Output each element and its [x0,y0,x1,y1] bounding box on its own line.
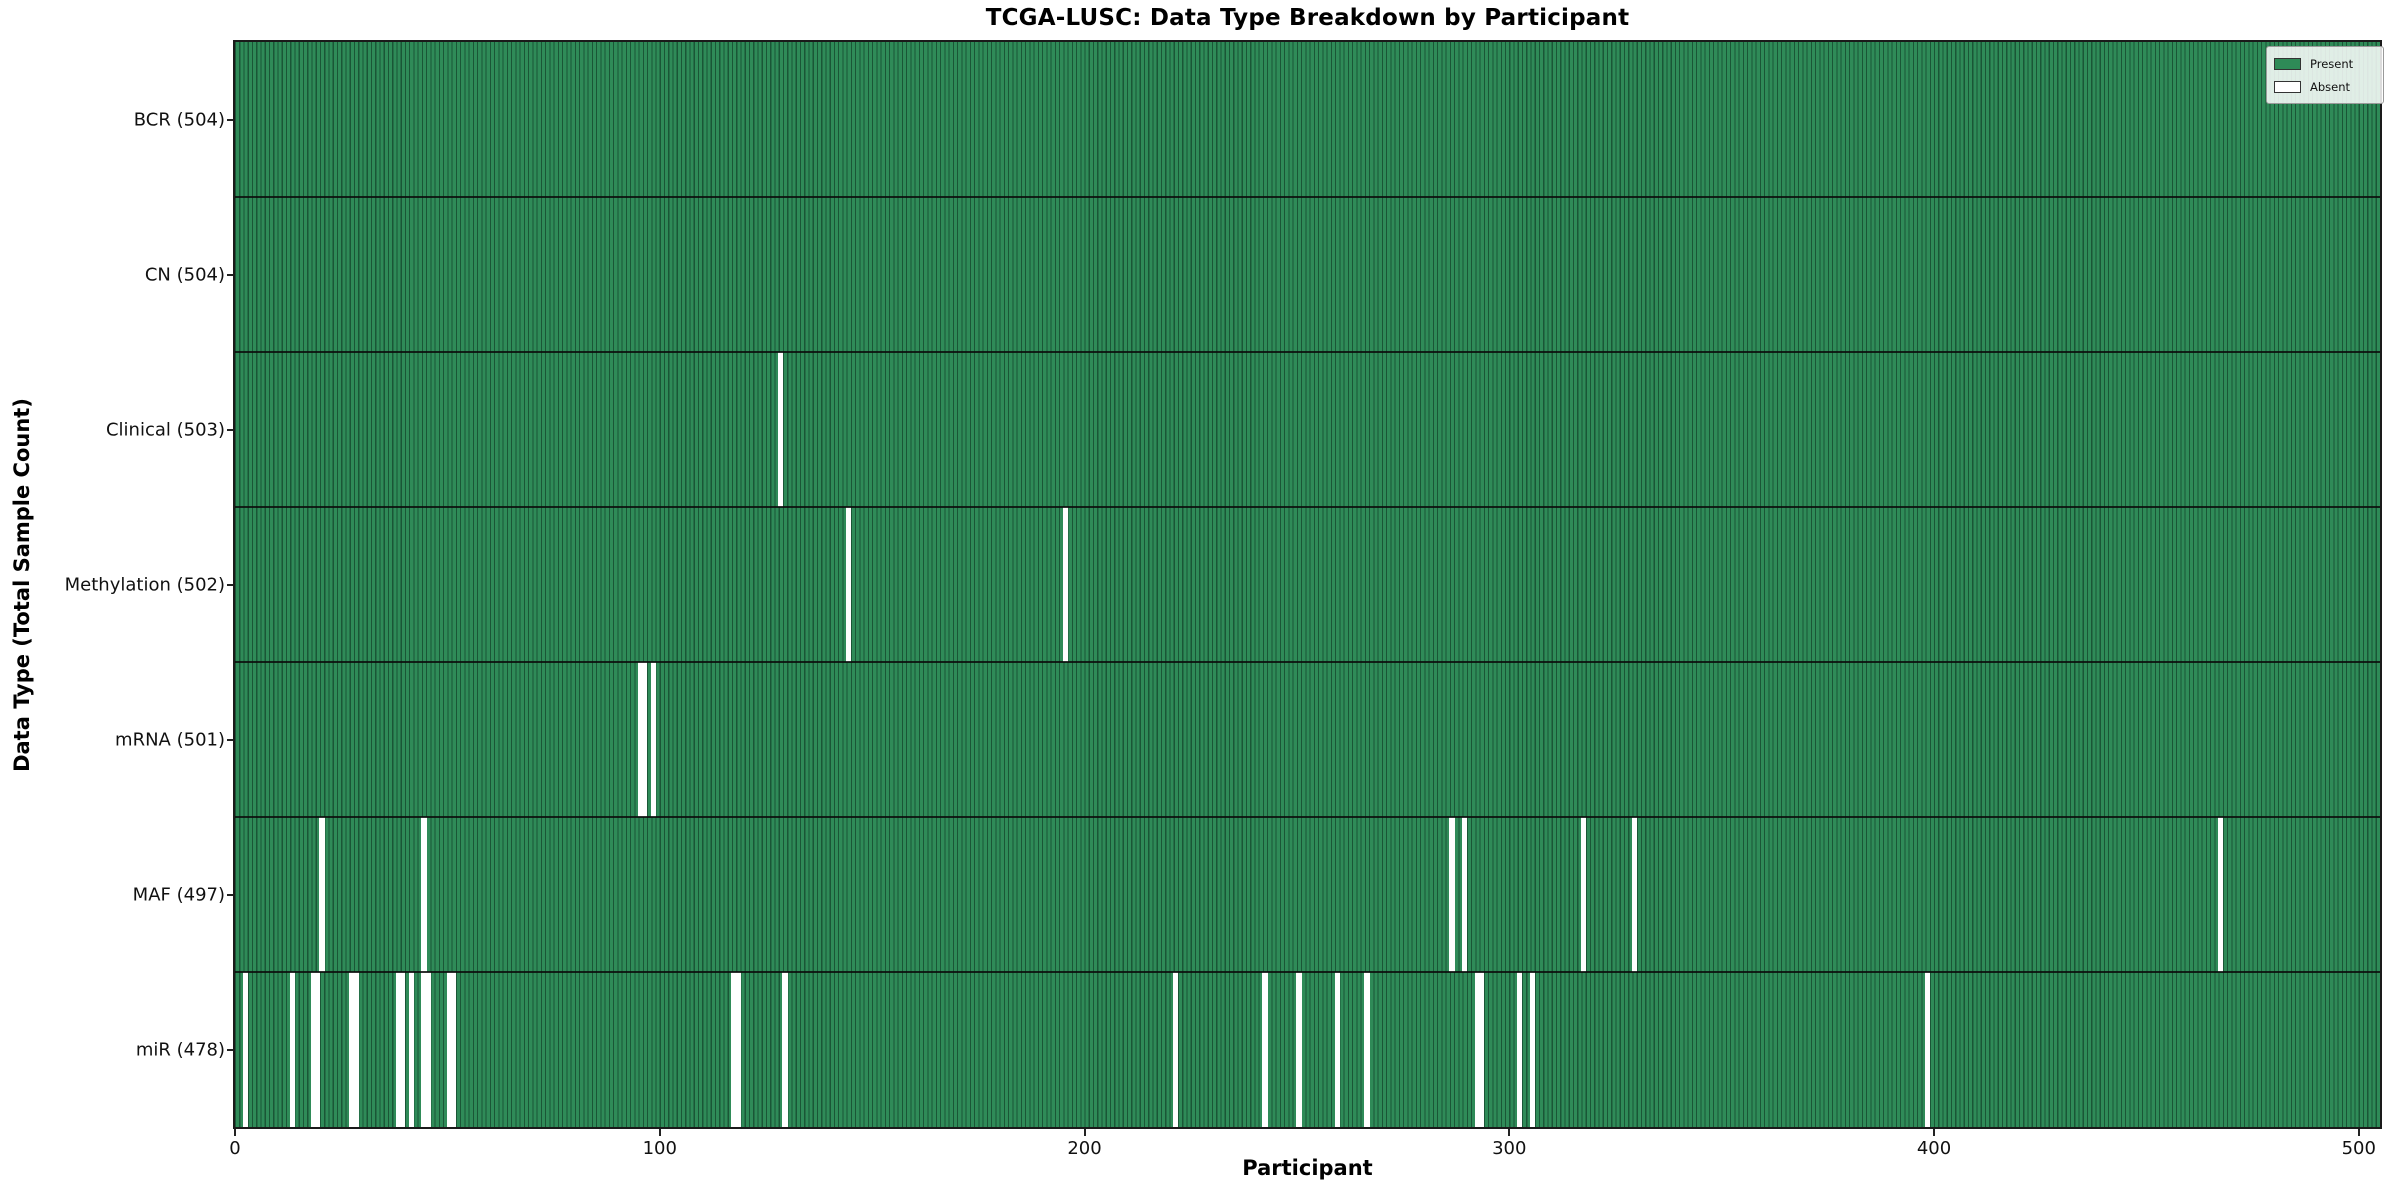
x-tick-label: 0 [229,1138,241,1159]
absent-gap [1364,972,1370,1127]
y-tick-label: MAF (497) [132,884,225,905]
absent-gap [446,972,453,1127]
y-tick-label: BCR (504) [133,109,225,130]
absent-gap [2218,817,2224,972]
row-separator [235,506,2380,508]
absent-gap [731,972,737,1127]
absent-gap [1580,817,1587,972]
y-axis-tick [227,273,235,276]
absent-gap [451,972,457,1127]
y-tick-label: mRNA (501) [115,729,225,750]
y-axis-tick [227,428,235,431]
legend-label: Present [2310,56,2354,71]
legend-entry-present: Present [2274,52,2376,75]
y-axis-tick [227,118,235,121]
absent-gap [242,972,249,1127]
absent-gap [421,972,427,1127]
datatype-row-mir [235,972,2380,1127]
legend-swatch-absent [2274,80,2301,93]
row-separator [235,351,2380,353]
row-separator [235,816,2380,818]
y-axis-tick [227,738,235,741]
y-axis-tick [227,893,235,896]
x-tick-label: 200 [1067,1138,1102,1159]
absent-gap [1173,972,1179,1127]
plot-area [235,42,2380,1127]
absent-gap [395,972,402,1127]
absent-gap [408,972,414,1127]
absent-gap [1296,972,1302,1127]
absent-gap [1925,972,1931,1127]
absent-gap [1529,972,1536,1127]
absent-gap [778,352,784,507]
x-axis-tick [658,1128,661,1136]
absent-gap [421,817,427,972]
chart-title: TCGA-LUSC: Data Type Breakdown by Partic… [985,5,1630,31]
row-separator [235,196,2380,198]
absent-gap [1262,972,1268,1127]
x-tick-label: 400 [1916,1138,1952,1159]
absent-gap [642,662,648,817]
absent-gap [1474,972,1480,1127]
datatype-row-bcr [235,42,2380,197]
absent-gap [1449,817,1455,972]
y-axis-tick [227,583,235,586]
x-axis-tick [1933,1128,1935,1136]
absent-gap [846,507,852,662]
row-separator [235,661,2380,663]
datatype-row-clinical [235,352,2380,507]
x-tick-label: 300 [1492,1138,1527,1159]
absent-gap [315,972,321,1127]
x-axis-tick [2357,1128,2360,1136]
y-tick-label: miR (478) [135,1039,225,1060]
row-separator [235,971,2380,973]
legend: Present Absent [2266,46,2384,104]
datatype-row-maf [235,817,2380,972]
absent-gap [425,972,431,1127]
y-tick-label: CN (504) [144,264,225,285]
absent-gap [1631,817,1638,972]
y-tick-label: Clinical (503) [105,419,225,440]
absent-gap [319,817,325,972]
absent-gap [1462,817,1468,972]
absent-gap [782,972,788,1127]
legend-label: Absent [2310,79,2351,94]
absent-gap [349,972,355,1127]
y-axis-label: Data Type (Total Sample Count) [10,398,34,772]
x-axis-label: Participant [1242,1156,1373,1180]
absent-gap [650,662,656,817]
x-axis-tick [1083,1128,1086,1136]
absent-gap [353,972,359,1127]
x-axis-tick [1508,1128,1511,1136]
datatype-row-cn [235,197,2380,352]
absent-gap [1062,507,1068,662]
legend-entry-absent: Absent [2274,75,2376,98]
datatype-row-methylation [235,507,2380,662]
absent-gap [638,662,644,817]
absent-gap [1334,972,1340,1127]
absent-gap [289,972,295,1127]
absent-gap [310,972,317,1127]
absent-gap [1479,972,1485,1127]
absent-gap [735,972,741,1127]
y-tick-label: Methylation (502) [64,574,225,595]
x-axis-tick [234,1128,236,1136]
datatype-row-mrna [235,662,2380,817]
y-axis-tick [227,1048,235,1051]
x-tick-label: 500 [2341,1138,2376,1159]
legend-swatch-present [2274,57,2301,70]
absent-gap [1517,972,1523,1127]
x-tick-label: 100 [642,1138,677,1159]
absent-gap [400,972,406,1127]
